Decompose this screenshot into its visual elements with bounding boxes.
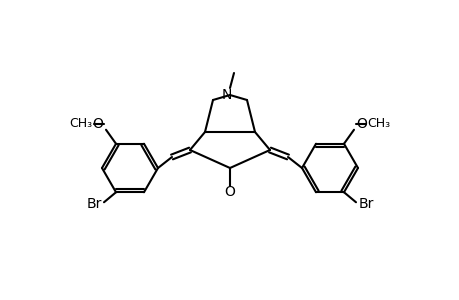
- Text: CH₃: CH₃: [69, 117, 92, 130]
- Text: Br: Br: [358, 197, 373, 211]
- Text: O: O: [92, 117, 103, 131]
- Text: O: O: [224, 185, 235, 199]
- Text: O: O: [356, 117, 367, 131]
- Text: N: N: [221, 88, 232, 102]
- Text: CH₃: CH₃: [367, 117, 390, 130]
- Text: Br: Br: [86, 197, 101, 211]
